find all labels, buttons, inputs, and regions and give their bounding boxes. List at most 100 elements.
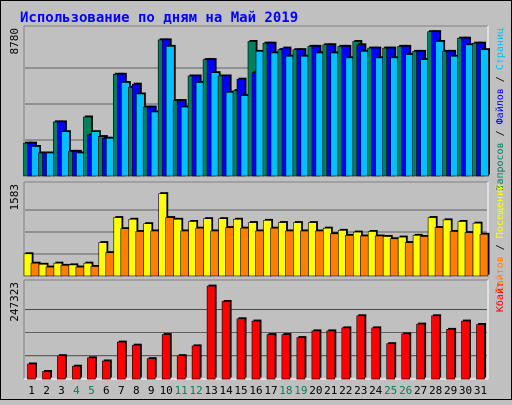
x-tick-label: 2 bbox=[43, 384, 50, 397]
bar bbox=[371, 327, 381, 380]
bar bbox=[191, 345, 201, 380]
bar bbox=[479, 234, 489, 277]
bar bbox=[42, 371, 51, 380]
bar bbox=[60, 265, 70, 277]
x-tick-label: 5 bbox=[88, 384, 95, 397]
x-tick-label: 28 bbox=[429, 384, 442, 397]
bar bbox=[341, 327, 351, 380]
bar bbox=[120, 228, 130, 277]
bar bbox=[359, 235, 369, 277]
bar bbox=[87, 357, 96, 380]
bar bbox=[135, 231, 145, 277]
bar bbox=[57, 355, 66, 380]
x-tick-label: 3 bbox=[58, 384, 65, 397]
bar bbox=[434, 227, 444, 277]
x-tick-label: 26 bbox=[399, 384, 412, 397]
x-tick-label: 11 bbox=[175, 384, 188, 397]
legend-entry: Запросов bbox=[495, 142, 506, 190]
bar bbox=[102, 360, 111, 380]
bar bbox=[389, 238, 399, 277]
bar bbox=[374, 235, 384, 277]
x-tick-label: 24 bbox=[369, 384, 383, 397]
bar bbox=[45, 266, 55, 277]
x-tick-label: 7 bbox=[118, 384, 125, 397]
bar bbox=[281, 334, 291, 380]
x-tick-label: 29 bbox=[444, 384, 457, 397]
legend-entry: Страниц bbox=[495, 28, 506, 70]
bar bbox=[225, 227, 234, 277]
bar bbox=[416, 323, 425, 380]
legend-entry: / bbox=[495, 238, 506, 256]
x-tick-label: 20 bbox=[309, 384, 322, 397]
bar bbox=[221, 301, 231, 380]
panel-legend: Запросов / Файлов / Страниц bbox=[494, 28, 506, 191]
panel-legend: Кбайт bbox=[494, 282, 506, 312]
bar bbox=[326, 330, 336, 380]
x-tick-label: 19 bbox=[294, 384, 307, 397]
bar bbox=[251, 320, 261, 380]
x-tick-label: 9 bbox=[148, 384, 155, 397]
bar bbox=[270, 227, 279, 277]
bar bbox=[296, 337, 306, 380]
bar bbox=[146, 358, 156, 380]
x-tick-label: 10 bbox=[160, 384, 173, 397]
x-tick-label: 27 bbox=[414, 384, 427, 397]
x-tick-label: 25 bbox=[384, 384, 397, 397]
x-tick-label: 6 bbox=[103, 384, 110, 397]
bar bbox=[300, 230, 309, 277]
bar bbox=[161, 334, 171, 380]
panel-visits: 1583 Сайтов / Посещений bbox=[8, 181, 506, 292]
x-tick-label: 1 bbox=[28, 384, 35, 397]
x-tick-label: 17 bbox=[264, 384, 277, 397]
bar bbox=[75, 266, 85, 277]
x-tick-label: 21 bbox=[324, 384, 337, 397]
bar bbox=[165, 217, 174, 277]
x-tick-label: 4 bbox=[73, 384, 80, 397]
bar bbox=[446, 329, 455, 380]
x-tick-label: 16 bbox=[249, 384, 262, 397]
bar bbox=[72, 365, 81, 380]
bar bbox=[105, 252, 115, 277]
bar bbox=[27, 363, 36, 380]
bar bbox=[236, 318, 246, 380]
x-tick-label: 12 bbox=[189, 384, 202, 397]
bar bbox=[419, 236, 429, 277]
bar bbox=[180, 230, 189, 277]
bar bbox=[30, 262, 40, 277]
x-tick-label: 22 bbox=[339, 384, 352, 397]
bar bbox=[356, 315, 366, 380]
bar bbox=[404, 242, 414, 277]
bar bbox=[464, 232, 474, 277]
bar bbox=[195, 227, 204, 277]
y-max-label: 247323 bbox=[8, 282, 21, 322]
bar bbox=[210, 230, 219, 277]
y-max-label: 8780 bbox=[8, 28, 21, 55]
y-max-label: 1583 bbox=[8, 184, 21, 211]
bar bbox=[461, 320, 470, 380]
bar bbox=[90, 266, 100, 277]
bar bbox=[480, 49, 489, 177]
bar bbox=[401, 333, 411, 380]
chart-panels: 1 2 3 4 5 6 7 8 9 10 11 12 13 14 15 16 17 18 19 20 21 22 23 24 2… bbox=[8, 25, 506, 397]
bar bbox=[386, 343, 396, 380]
x-tick-label: 23 bbox=[354, 384, 367, 397]
bar bbox=[315, 230, 324, 277]
bar bbox=[240, 227, 249, 277]
panel-traffic: 247323 Кбайт bbox=[8, 279, 506, 380]
bar bbox=[150, 230, 159, 277]
x-tick-label: 18 bbox=[279, 384, 292, 397]
x-tick-label: 15 bbox=[234, 384, 247, 397]
bar bbox=[206, 285, 216, 380]
bar bbox=[449, 231, 459, 277]
x-tick-label: 31 bbox=[474, 384, 487, 397]
legend-entry: / bbox=[495, 124, 506, 142]
bar bbox=[117, 341, 126, 380]
bar bbox=[476, 324, 485, 380]
legend-entry: Сайтов bbox=[494, 256, 506, 292]
bar bbox=[266, 334, 276, 380]
panel-requests: 8780 Запросов / Файлов / Страниц bbox=[8, 25, 506, 191]
legend-entry: Файлов bbox=[494, 88, 506, 124]
bar bbox=[255, 230, 264, 277]
